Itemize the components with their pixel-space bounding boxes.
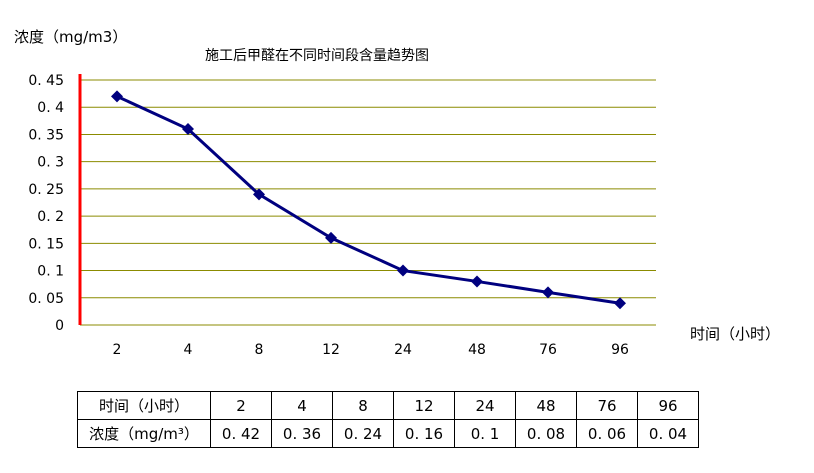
data-point — [542, 286, 554, 299]
data-point — [182, 123, 194, 135]
table-cell: 8 — [332, 391, 394, 420]
x-tick-label: 4 — [184, 342, 193, 358]
x-tick-label: 48 — [468, 342, 486, 358]
data-table: 时间（小时） 2 4 8 12 24 48 76 96 浓度（mg/m³） 0.… — [77, 391, 699, 448]
y-tick-label: 0. 05 — [28, 291, 64, 307]
chart: 0 0. 05 0. 1 0. 15 0. 2 0. 25 0. 3 0. 35 0. 4 0. … — [28, 73, 656, 358]
table-row-header-concentration: 浓度（mg/m³） — [77, 419, 211, 448]
y-tick-label: 0. 2 — [37, 209, 64, 225]
y-tick-label: 0. 1 — [37, 264, 64, 280]
table-row-time: 时间（小时） 2 4 8 12 24 48 76 96 — [77, 391, 699, 420]
y-tick-label: 0 — [55, 318, 64, 334]
table-cell: 0. 36 — [271, 419, 333, 448]
data-point — [253, 188, 265, 201]
table-cell: 2 — [210, 391, 272, 420]
x-tick-label: 2 — [113, 342, 122, 358]
data-point — [614, 297, 626, 310]
table-row-concentration: 浓度（mg/m³） 0. 42 0. 36 0. 24 0. 16 0. 1 0… — [77, 419, 699, 448]
chart-title: 施工后甲醛在不同时间段含量趋势图 — [205, 48, 429, 64]
table-cell: 76 — [576, 391, 638, 420]
x-axis-label: 时间（小时） — [690, 325, 781, 343]
data-point — [325, 231, 337, 244]
table-cell: 0. 08 — [515, 419, 577, 448]
x-tick-label: 76 — [539, 342, 557, 358]
x-tick-label: 96 — [611, 342, 629, 358]
y-axis-label: 浓度（mg/m3） — [14, 28, 128, 46]
y-tick-label: 0. 45 — [28, 73, 64, 89]
y-tick-label: 0. 4 — [37, 100, 64, 116]
x-tick-label: 24 — [394, 342, 412, 358]
table-cell: 24 — [454, 391, 516, 420]
data-point — [111, 90, 123, 103]
table-cell: 4 — [271, 391, 333, 420]
table-cell: 0. 24 — [332, 419, 394, 448]
table-cell: 48 — [515, 391, 577, 420]
table-row-header-time: 时间（小时） — [77, 391, 211, 420]
y-tick-label: 0. 15 — [28, 236, 64, 252]
data-point — [471, 275, 483, 288]
table-cell: 0. 04 — [637, 419, 699, 448]
series-line — [116, 94, 621, 305]
table-cell: 0. 16 — [393, 419, 455, 448]
table-cell: 96 — [637, 391, 699, 420]
y-tick-label: 0. 35 — [28, 127, 64, 143]
data-point — [397, 264, 409, 277]
x-tick-label: 12 — [322, 342, 340, 358]
y-tick-label: 0. 25 — [28, 182, 64, 198]
table-cell: 0. 06 — [576, 419, 638, 448]
x-tick-label: 8 — [255, 342, 264, 358]
table-cell: 0. 42 — [210, 419, 272, 448]
table-cell: 0. 1 — [454, 419, 516, 448]
y-tick-label: 0. 3 — [37, 155, 64, 171]
table-cell: 12 — [393, 391, 455, 420]
